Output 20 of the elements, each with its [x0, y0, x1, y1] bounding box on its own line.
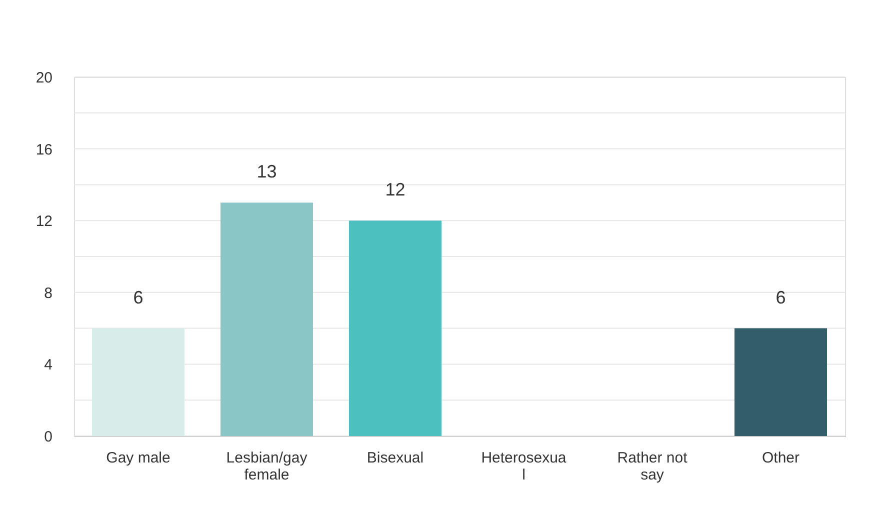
bar	[348, 220, 442, 436]
data-label: 6	[133, 287, 144, 308]
x-tick-label: Lesbian/gay female	[226, 450, 308, 484]
y-tick-label: 16	[36, 141, 52, 158]
y-tick-label: 20	[36, 70, 52, 86]
bar	[734, 328, 828, 436]
x-tick-label: Other	[762, 450, 800, 466]
x-tick-label: Rather not say	[617, 450, 688, 484]
y-tick-label: 0	[44, 428, 52, 446]
bar	[92, 328, 185, 436]
data-label: 6	[776, 287, 786, 308]
y-tick-label: 8	[44, 284, 52, 302]
x-tick-label: Bisexual	[366, 450, 424, 466]
y-tick-label: 4	[44, 356, 52, 374]
bar	[220, 202, 314, 436]
data-label: 13	[256, 162, 277, 182]
data-label: 12	[385, 180, 406, 200]
x-tick-label: Gay male	[106, 450, 170, 466]
y-tick-label: 12	[36, 213, 52, 230]
x-tick-label: Heterosexual	[481, 450, 567, 484]
